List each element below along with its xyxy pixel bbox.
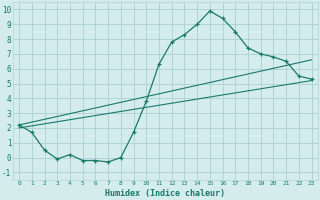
X-axis label: Humidex (Indice chaleur): Humidex (Indice chaleur) (105, 189, 225, 198)
